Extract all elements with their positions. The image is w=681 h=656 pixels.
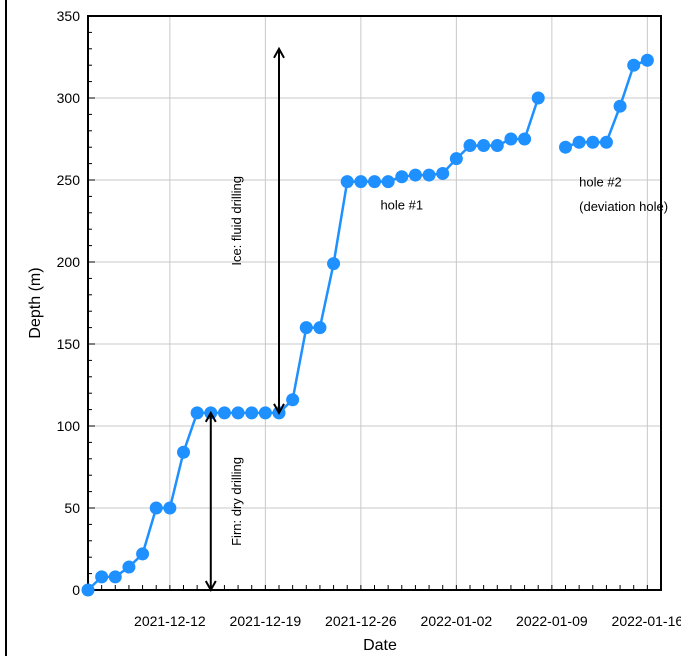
- x-axis-title: Date: [363, 637, 397, 654]
- x-tick-label: 2022-01-02: [421, 613, 493, 629]
- data-point: [531, 91, 545, 105]
- data-point: [640, 53, 654, 67]
- y-tick-label: 50: [64, 500, 80, 516]
- data-point: [395, 170, 409, 184]
- data-point: [381, 175, 395, 189]
- data-point: [313, 321, 327, 335]
- data-point: [572, 135, 586, 149]
- y-tick-label: 200: [57, 254, 81, 270]
- series-line: [565, 59, 648, 149]
- data-point: [95, 570, 109, 584]
- data-point: [490, 139, 504, 153]
- y-tick-label: 100: [57, 418, 81, 434]
- firn-arrow-head-top: [204, 410, 217, 423]
- data-point: [559, 140, 572, 154]
- x-tick-label: 2022-01-16: [612, 613, 681, 629]
- y-axis-ticks: 0 50 100 150 200 250 300 350: [57, 8, 95, 598]
- data-point: [190, 406, 204, 420]
- x-tick-label: 2022-01-09: [516, 613, 588, 629]
- data-point: [627, 58, 641, 72]
- data-point: [149, 501, 163, 515]
- data-point: [586, 135, 600, 149]
- data-point: [108, 570, 122, 584]
- x-tick-label: 2021-12-12: [134, 613, 206, 629]
- y-tick-label: 0: [72, 582, 80, 598]
- y-tick-label: 150: [57, 336, 81, 352]
- data-point: [436, 166, 450, 180]
- data-point: [599, 135, 613, 149]
- data-point: [422, 168, 436, 182]
- data-point: [286, 393, 300, 407]
- y-tick-label: 350: [57, 8, 81, 24]
- data-point: [408, 168, 422, 182]
- data-point: [340, 175, 354, 189]
- series-line: [87, 97, 540, 591]
- y-tick-label: 300: [57, 90, 81, 106]
- ice-fluid-drilling-label: Ice: fluid drilling: [229, 176, 244, 266]
- hole-1-label: hole #1: [380, 198, 423, 213]
- x-tick-label: 2021-12-19: [230, 613, 302, 629]
- firn-arrow-head-bottom: [204, 580, 217, 593]
- series-group: [81, 53, 654, 597]
- data-point: [177, 445, 190, 459]
- data-point: [217, 406, 231, 420]
- data-point: [477, 139, 491, 153]
- data-point: [368, 175, 381, 189]
- ice-arrow-head-bottom: [273, 403, 285, 415]
- x-tick-label: 2021-12-26: [325, 613, 397, 629]
- data-point: [518, 132, 532, 146]
- data-point: [245, 406, 259, 420]
- ice-arrow-head-top: [273, 46, 285, 59]
- hole-2-label: hole #2: [579, 175, 622, 190]
- y-tick-label: 250: [57, 172, 81, 188]
- data-point: [163, 501, 177, 515]
- data-point: [122, 560, 136, 574]
- data-point: [136, 547, 150, 561]
- y-axis-title: Depth (m): [27, 267, 44, 338]
- data-point: [463, 139, 477, 153]
- data-point: [354, 175, 368, 189]
- data-point: [327, 257, 341, 271]
- data-point: [449, 152, 463, 166]
- data-point: [299, 321, 313, 335]
- hole-2-deviation-label: (deviation hole): [579, 199, 668, 214]
- data-point: [81, 583, 95, 597]
- x-axis-ticks: 2021-12-12 2021-12-19 2021-12-26 2022-01-02…: [87, 585, 681, 629]
- data-point: [231, 406, 245, 420]
- firn-dry-drilling-label: Firn: dry drilling: [229, 457, 244, 546]
- annotations: Ice: fluid drilling Firn: dry drilling hol…: [204, 46, 668, 593]
- data-point: [258, 406, 272, 420]
- data-point: [504, 132, 518, 146]
- data-point: [613, 99, 627, 113]
